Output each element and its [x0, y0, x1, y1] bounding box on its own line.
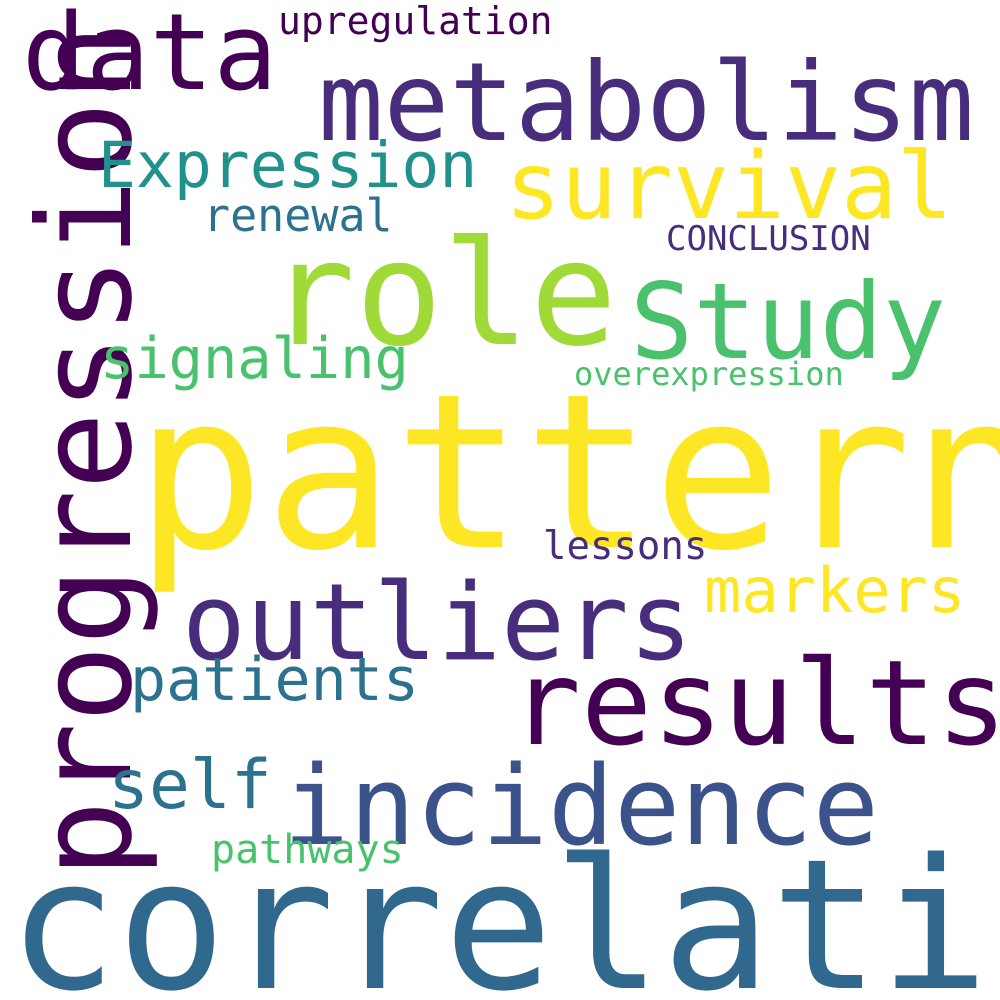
- word-lessons: lessons: [543, 524, 708, 569]
- word-results: results: [510, 634, 1000, 772]
- word-incidence: incidence: [283, 742, 880, 870]
- word-overexpression: overexpression: [574, 355, 844, 393]
- word-markers: markers: [704, 554, 966, 627]
- word-pathways: pathways: [211, 827, 404, 873]
- word-outliers: outliers: [182, 561, 693, 684]
- word-conclusion: CONCLUSION: [666, 219, 871, 259]
- word-pattern: pattern: [135, 347, 1000, 598]
- word-signaling: signaling: [100, 326, 409, 392]
- word-study: Study: [630, 261, 947, 383]
- word-patients: patients: [130, 645, 419, 715]
- word-role: role: [268, 210, 618, 379]
- word-self: self: [108, 746, 272, 825]
- word-metabolism: metabolism: [318, 39, 975, 166]
- word-data: data: [22, 0, 278, 114]
- word-survival: survival: [505, 132, 953, 240]
- word-correlation: correlation: [8, 820, 1000, 1000]
- word-renewal: renewal: [203, 189, 393, 242]
- word-expression: Expression: [98, 129, 478, 202]
- word-upregulation: upregulation: [278, 0, 553, 43]
